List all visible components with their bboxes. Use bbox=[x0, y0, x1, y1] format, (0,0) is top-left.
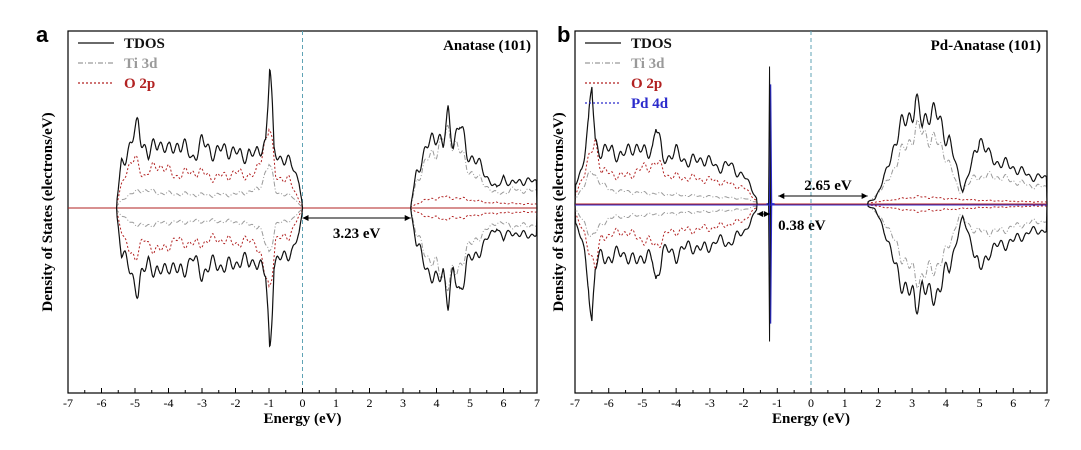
x-tick-label: 3 bbox=[909, 396, 915, 410]
x-tick-label: 4 bbox=[943, 396, 949, 410]
tdos-gap-peak-up bbox=[767, 66, 772, 205]
band-gap-arrowhead-right bbox=[404, 215, 411, 221]
x-tick-label: 0 bbox=[808, 396, 814, 410]
o2p-curve-conduction-down bbox=[410, 207, 538, 221]
panel-letter: a bbox=[36, 22, 49, 47]
x-tick-label: 6 bbox=[1010, 396, 1016, 410]
x-tick-label: -6 bbox=[97, 396, 107, 410]
tdos-curve-conduction-up bbox=[410, 105, 538, 209]
legend-label-o2p: O 2p bbox=[631, 76, 662, 92]
o2p-curve-valence-up bbox=[574, 138, 758, 205]
dos-chart-pd-anatase: -7 -6 -5 -4 -3 -2 -1 0 1 2 3 4 5 6 7 Energy (eV) Density… bbox=[551, 22, 1050, 427]
x-tick-label: -4 bbox=[671, 396, 681, 410]
x-tick-label: 7 bbox=[1044, 396, 1050, 410]
dos-chart-anatase: -7 -6 -5 -4 -3 -2 -1 0 1 2 3 4 5 6 7 Energy (eV) Density… bbox=[36, 22, 540, 427]
legend-label-tdos: TDOS bbox=[124, 36, 165, 52]
o2p-curve-conduction-up bbox=[410, 195, 538, 209]
x-tick-label: -4 bbox=[164, 396, 174, 410]
x-tick-label: -2 bbox=[231, 396, 241, 410]
legend-label-tdos: TDOS bbox=[631, 36, 672, 52]
band-gap-arrowhead-left bbox=[302, 215, 309, 221]
x-tick-label: 2 bbox=[875, 396, 881, 410]
ti3d-curve-valence-up bbox=[574, 170, 758, 205]
x-tick-label: 1 bbox=[333, 396, 339, 410]
panel-a-chart: -7 -6 -5 -4 -3 -2 -1 0 1 2 3 4 5 6 7 Energy (eV) Density… bbox=[36, 22, 540, 427]
ti3d-curve-valence-up bbox=[116, 163, 303, 209]
band-gap-arrowhead-left bbox=[778, 193, 785, 199]
tdos-curve-valence-up bbox=[574, 86, 758, 205]
x-tick-label: 6 bbox=[501, 396, 507, 410]
panel-letter: b bbox=[557, 22, 570, 47]
band-gap-label: 3.23 eV bbox=[333, 226, 381, 242]
x-tick-label: -3 bbox=[705, 396, 715, 410]
x-tick-label: 4 bbox=[434, 396, 440, 410]
x-tick-label: 5 bbox=[977, 396, 983, 410]
tdos-curve-valence-up bbox=[116, 68, 304, 209]
x-tick-label: -7 bbox=[63, 396, 73, 410]
x-tick-label: -3 bbox=[197, 396, 207, 410]
band-gap-label: 2.65 eV bbox=[804, 178, 852, 194]
band-gap-arrowhead-right bbox=[861, 193, 868, 199]
x-tick-label: -1 bbox=[772, 396, 782, 410]
x-tick-label: -7 bbox=[570, 396, 580, 410]
x-tick-label: 7 bbox=[534, 396, 540, 410]
legend-label-ti3d: Ti 3d bbox=[124, 56, 158, 72]
tdos-curve-valence-down bbox=[116, 207, 304, 348]
x-tick-label: -5 bbox=[130, 396, 140, 410]
mid-gap-arrowhead-left bbox=[757, 211, 764, 217]
x-tick-label: 1 bbox=[842, 396, 848, 410]
mid-gap-arrowhead-right bbox=[763, 211, 770, 217]
mid-gap-label: 0.38 eV bbox=[778, 218, 826, 234]
ti3d-curve-conduction-up bbox=[410, 124, 538, 209]
tdos-gap-peak-down bbox=[767, 203, 772, 342]
legend-label-ti3d: Ti 3d bbox=[631, 56, 665, 72]
x-tick-label: 3 bbox=[400, 396, 406, 410]
ti3d-curve-valence-down bbox=[116, 207, 303, 253]
tdos-curve-conduction-down bbox=[867, 203, 1048, 315]
ti3d-curve-conduction-down bbox=[867, 203, 1048, 290]
o2p-curve-valence-down bbox=[116, 207, 303, 289]
x-axis-title: Energy (eV) bbox=[772, 411, 850, 427]
x-tick-label: 2 bbox=[367, 396, 373, 410]
o2p-curve-valence-down bbox=[574, 203, 758, 270]
panel-title: Pd-Anatase (101) bbox=[931, 38, 1041, 54]
x-tick-label: -5 bbox=[637, 396, 647, 410]
y-axis-title: Density of States (electrons/eV) bbox=[551, 112, 567, 311]
x-tick-label: -1 bbox=[264, 396, 274, 410]
tdos-curve-conduction-down bbox=[410, 207, 538, 311]
x-axis-title: Energy (eV) bbox=[264, 411, 342, 427]
ti3d-curve-conduction-up bbox=[867, 118, 1048, 205]
x-tick-label: -2 bbox=[739, 396, 749, 410]
y-axis-title: Density of States (electrons/eV) bbox=[40, 112, 56, 311]
tdos-curve-valence-down bbox=[574, 203, 758, 322]
legend-label-pd4d: Pd 4d bbox=[631, 96, 669, 112]
o2p-curve-valence-up bbox=[116, 127, 303, 209]
ti3d-curve-valence-down bbox=[574, 203, 758, 238]
x-tick-label: 5 bbox=[467, 396, 473, 410]
ti3d-curve-conduction-down bbox=[410, 207, 538, 292]
panel-title: Anatase (101) bbox=[443, 38, 531, 54]
legend-label-o2p: O 2p bbox=[124, 76, 155, 92]
tdos-curve-conduction-up bbox=[867, 93, 1048, 205]
o2p-curve-conduction-up bbox=[867, 195, 1048, 205]
x-tick-label: -6 bbox=[604, 396, 614, 410]
panel-b-chart: -7 -6 -5 -4 -3 -2 -1 0 1 2 3 4 5 6 7 Energy (eV) Density… bbox=[545, 0, 1081, 450]
x-tick-label: 0 bbox=[300, 396, 306, 410]
